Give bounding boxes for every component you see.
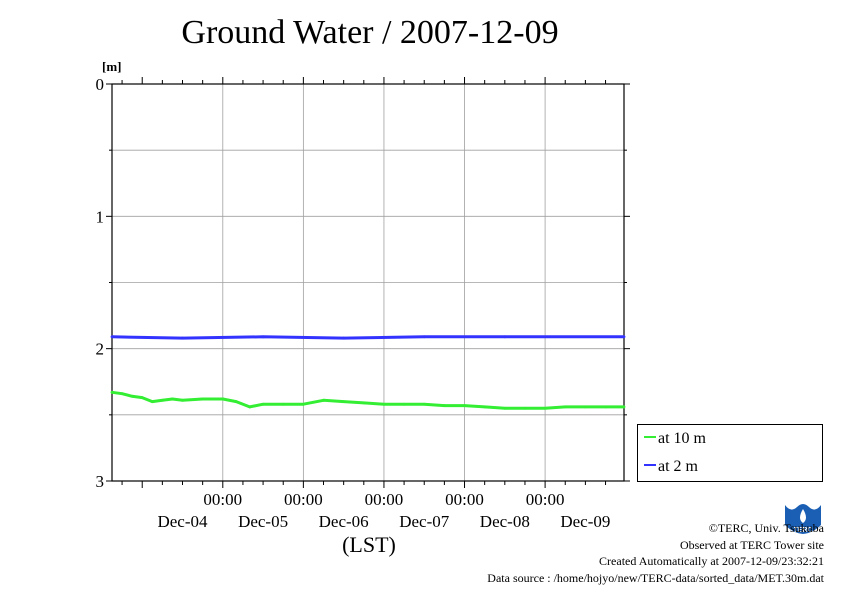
series-line-2m xyxy=(111,335,624,340)
data-point xyxy=(463,404,466,407)
legend: at 10 m at 2 m xyxy=(637,424,823,482)
data-point xyxy=(622,335,626,339)
credit-created: Created Automatically at 2007-12-09/23:3… xyxy=(599,554,824,568)
y-tick-label: 3 xyxy=(96,472,105,491)
data-point xyxy=(221,397,225,401)
y-tick-label: 2 xyxy=(96,340,105,359)
x-time-label: 00:00 xyxy=(445,490,484,509)
legend-item-2m: at 2 m xyxy=(644,458,698,476)
x-date-label: Dec-08 xyxy=(480,512,530,531)
data-point xyxy=(150,400,154,403)
x-time-label: 00:00 xyxy=(526,490,565,509)
legend-swatch-10m xyxy=(644,436,656,439)
data-point xyxy=(301,402,305,406)
legend-label-2m: at 2 m xyxy=(658,458,698,475)
y-tick-label: 1 xyxy=(96,207,105,226)
x-time-label: 00:00 xyxy=(365,490,404,509)
series-line-10m xyxy=(111,390,624,410)
data-point xyxy=(234,400,238,403)
data-point xyxy=(583,405,587,409)
data-point xyxy=(130,394,134,398)
data-point xyxy=(402,402,406,406)
data-point xyxy=(422,402,426,406)
data-point xyxy=(563,405,567,409)
y-tick-label: 0 xyxy=(96,75,105,94)
credit-source: Data source : /home/hojyo/new/TERC-data/… xyxy=(487,570,824,585)
data-point xyxy=(442,404,446,407)
data-point xyxy=(523,406,527,410)
data-point xyxy=(120,392,124,396)
x-time-label: 00:00 xyxy=(284,490,323,509)
x-date-label: Dec-09 xyxy=(560,512,610,531)
data-point xyxy=(322,398,325,402)
data-point xyxy=(261,402,265,406)
legend-item-10m: at 10 m xyxy=(644,430,706,448)
terc-logo: TERC xyxy=(785,504,821,534)
x-date-label: Dec-06 xyxy=(319,512,369,531)
x-axis-label: (LST) xyxy=(342,532,396,557)
data-point xyxy=(140,396,144,400)
data-point xyxy=(483,405,487,409)
credit-site: Observed at TERC Tower site xyxy=(679,537,824,552)
x-date-label: Dec-07 xyxy=(399,512,450,531)
logo-text: TERC xyxy=(793,527,812,534)
x-time-label: 00:00 xyxy=(203,490,242,509)
data-point xyxy=(110,390,114,394)
credits: ©TERC, Univ. Tsukuba Observed at TERC To… xyxy=(487,520,824,586)
x-date-label: Dec-05 xyxy=(238,512,288,531)
data-point xyxy=(543,406,547,410)
data-point xyxy=(622,405,626,409)
data-point xyxy=(422,335,426,339)
data-point xyxy=(604,405,607,409)
data-point xyxy=(503,335,507,339)
legend-label-10m: at 10 m xyxy=(658,430,706,447)
data-point xyxy=(362,401,366,405)
data-point xyxy=(181,336,184,340)
data-point xyxy=(342,336,346,340)
data-point xyxy=(382,402,386,406)
x-date-label: Dec-04 xyxy=(157,512,208,531)
legend-swatch-2m xyxy=(644,464,656,467)
data-point xyxy=(181,398,184,402)
data-point xyxy=(110,335,114,339)
data-point xyxy=(160,398,164,402)
data-point xyxy=(503,406,507,410)
data-point xyxy=(201,397,205,401)
y-unit-label: [m] xyxy=(102,59,122,74)
data-point xyxy=(281,402,285,406)
data-point xyxy=(248,405,252,409)
data-point xyxy=(342,400,346,403)
chart-title: Ground Water / 2007-12-09 xyxy=(181,14,559,51)
credit-copyright: ©TERC, Univ. Tsukuba xyxy=(708,521,824,535)
data-point xyxy=(171,397,174,401)
data-point xyxy=(261,335,265,339)
